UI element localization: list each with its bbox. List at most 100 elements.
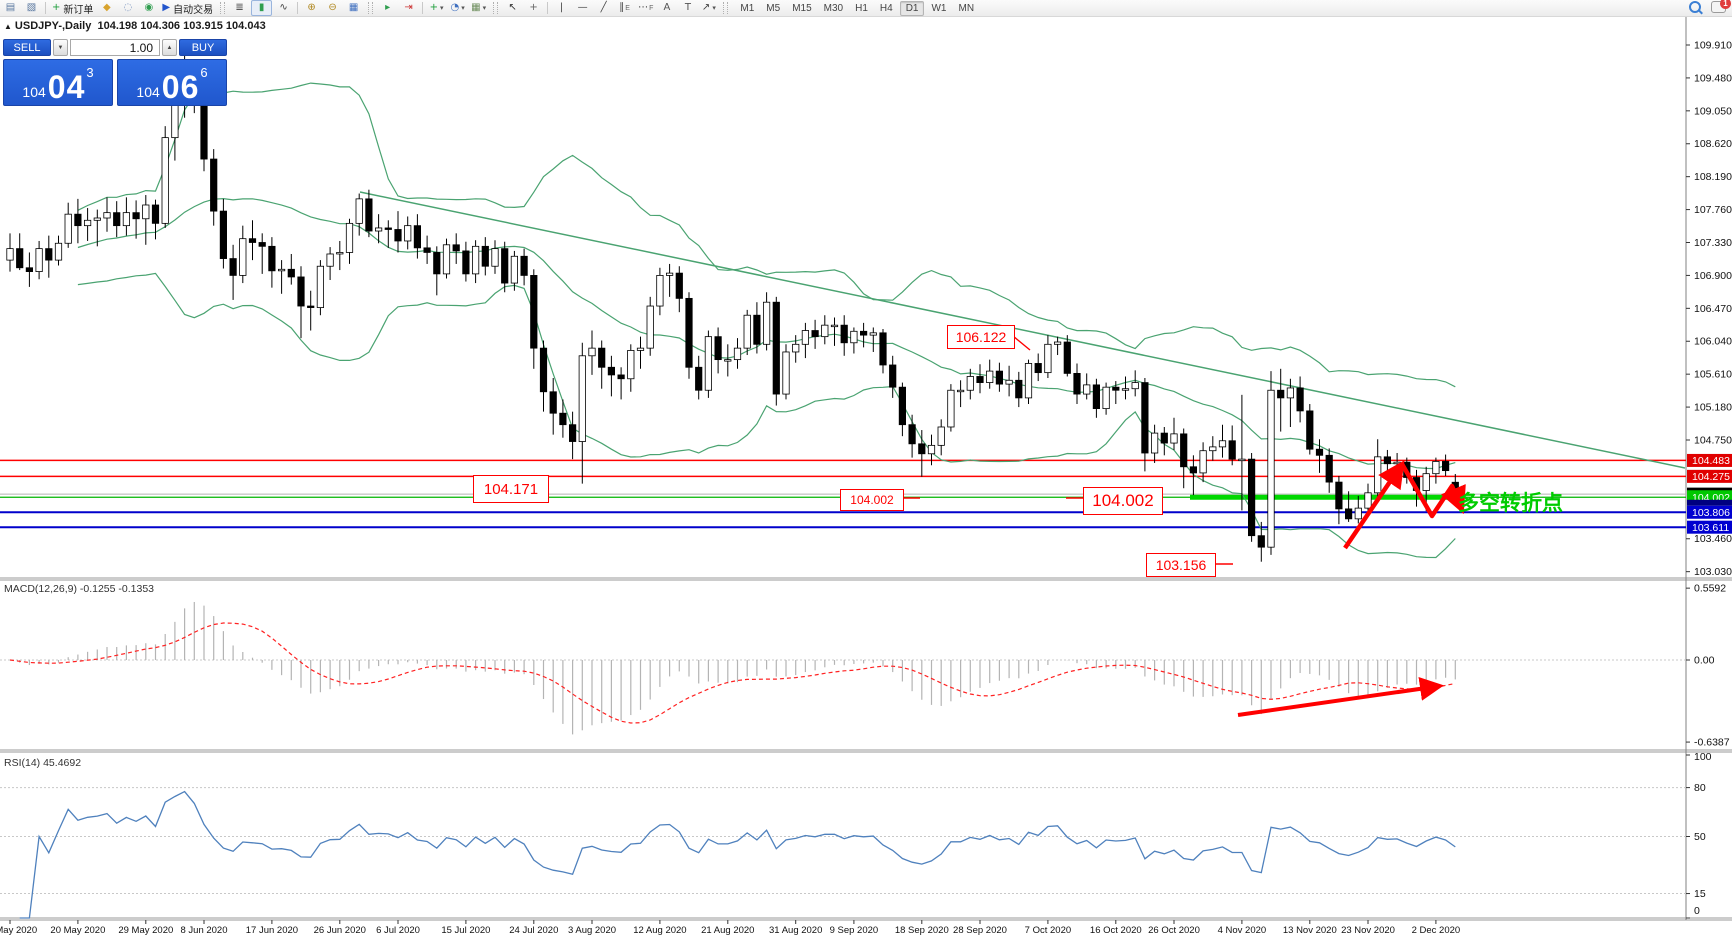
time-axis[interactable]: 11 May 2020 20 May 2020 29 May 2020 8 Jun 2… — [0, 920, 1460, 936]
channel-icon: ∥ — [619, 2, 625, 13]
chevron-down-icon[interactable]: ▾ — [482, 5, 487, 12]
auto-scroll-button[interactable]: ▸ — [378, 1, 397, 15]
channel-button[interactable]: ∥ E — [615, 1, 634, 15]
sell-button[interactable]: SELL — [3, 39, 51, 56]
svg-text:20 May 2020: 20 May 2020 — [50, 925, 105, 936]
price-label-104002-left[interactable]: 104.002 — [840, 489, 904, 511]
price-label-106122[interactable]: 106.122 — [947, 325, 1015, 349]
market-icon[interactable]: ◆ — [97, 1, 116, 15]
search-icon[interactable] — [1689, 1, 1701, 13]
macd-histogram — [19, 601, 1456, 735]
bar-chart-button[interactable]: ≣ — [230, 1, 249, 15]
trend-arrow-annotation[interactable] — [1343, 460, 1466, 550]
timeframe-m30[interactable]: M30 — [823, 2, 844, 14]
chart-preview-icon[interactable]: ▧ — [22, 1, 41, 15]
svg-text:12 Aug 2020: 12 Aug 2020 — [633, 925, 686, 936]
timeframe-m5[interactable]: M5 — [766, 2, 781, 14]
svg-text:21 Aug 2020: 21 Aug 2020 — [701, 925, 754, 936]
volume-down-button[interactable]: ▼ — [53, 39, 68, 56]
svg-text:108.620: 108.620 — [1694, 138, 1732, 150]
buy-price-box[interactable]: 104 06 6 — [117, 59, 227, 106]
svg-text:103.030: 103.030 — [1694, 566, 1732, 578]
cursor-icon: ↖ — [508, 2, 517, 13]
horizontal-line-button[interactable]: — — [573, 1, 592, 15]
svg-text:107.330: 107.330 — [1694, 237, 1732, 249]
volume-up-button[interactable]: ▲ — [162, 39, 177, 56]
pivot-note[interactable]: 多空转折点 — [1458, 491, 1563, 515]
price-label-104171[interactable]: 104.171 — [473, 475, 549, 503]
arrows-button[interactable]: ↗ ▾ — [699, 1, 718, 15]
text-label-button[interactable]: T — [678, 1, 697, 15]
timeframe-m1[interactable]: M1 — [740, 2, 755, 14]
main-toolbar: ▤ ▧ + 新订单 ◆ ◌ ◉ ▶ 自动交易 ≣ ▮ ∿ ⊕ ⊖ ▦ ▸ ⇥ + ▾ ◔ ▾ ▦ ▾ ↖ + | — ╱ ∥ E ⋯ F A T ↗… — [0, 0, 1732, 17]
trendline-button[interactable]: ╱ — [594, 1, 613, 15]
svg-text:103.611: 103.611 — [1692, 522, 1729, 534]
candlestick-chart-button[interactable]: ▮ — [251, 0, 273, 16]
line-chart-button[interactable]: ∿ — [274, 1, 293, 15]
chevron-down-icon[interactable]: ▾ — [461, 5, 465, 12]
chevron-down-icon[interactable]: ▾ — [712, 5, 716, 12]
crosshair-icon: + — [529, 2, 538, 13]
zoom-in-button[interactable]: ⊕ — [302, 1, 321, 15]
collapse-icon[interactable]: ▲ — [4, 22, 12, 31]
timeframe-w1[interactable]: W1 — [931, 2, 947, 14]
thick-support-line[interactable] — [1190, 494, 1457, 500]
price-label-103156[interactable]: 103.156 — [1146, 553, 1216, 577]
timeframe-h1[interactable]: H1 — [855, 2, 868, 14]
macd-trend-arrow[interactable] — [1237, 676, 1444, 717]
toolbar-separator — [45, 2, 46, 14]
vertical-line-button[interactable]: | — [552, 1, 571, 15]
signals-icon[interactable]: ◉ — [139, 1, 158, 15]
svg-text:9 Sep 2020: 9 Sep 2020 — [830, 925, 879, 936]
fibonacci-button[interactable]: ⋯ F — [636, 1, 655, 15]
periods-icon: ◔ — [450, 2, 460, 13]
svg-text:16 Oct 2020: 16 Oct 2020 — [1090, 925, 1142, 936]
svg-text:104.275: 104.275 — [1692, 471, 1730, 483]
volume-input[interactable]: 1.00 — [70, 39, 160, 56]
descending-trendline[interactable] — [359, 191, 1686, 469]
new-order-button[interactable]: + 新订单 — [50, 1, 95, 16]
svg-text:6 Jul 2020: 6 Jul 2020 — [376, 925, 420, 936]
svg-text:105.610: 105.610 — [1694, 369, 1732, 381]
chevron-down-icon[interactable]: ▾ — [440, 5, 444, 12]
sell-price-box[interactable]: 104 04 3 — [3, 59, 113, 106]
svg-text:105.180: 105.180 — [1694, 402, 1732, 414]
periods-button[interactable]: ◔ ▾ — [448, 1, 467, 15]
timeframe-d1[interactable]: D1 — [899, 0, 925, 16]
toolbar-separator — [723, 2, 729, 14]
ohlc-values: 104.198 104.306 103.915 104.043 — [97, 20, 266, 32]
crosshair-button[interactable]: + — [524, 1, 543, 15]
templates-button[interactable]: ▦ ▾ — [469, 1, 488, 15]
svg-text:109.480: 109.480 — [1694, 72, 1732, 84]
timeframe-m15[interactable]: M15 — [792, 2, 812, 14]
autotrading-button[interactable]: ▶ 自动交易 — [160, 1, 215, 16]
vps-cloud-icon[interactable]: ◌ — [118, 1, 137, 15]
buy-button[interactable]: BUY — [179, 39, 227, 56]
tile-windows-icon: ▦ — [348, 2, 359, 13]
svg-text:80: 80 — [1694, 782, 1706, 794]
price-axis[interactable]: 109.910 109.480 109.050 108.620 108.190 107.7… — [1686, 40, 1732, 579]
timeframe-mn[interactable]: MN — [958, 2, 975, 14]
svg-text:0.00: 0.00 — [1694, 655, 1715, 667]
timeframe-h4[interactable]: H4 — [879, 2, 893, 14]
chart-shift-button[interactable]: ⇥ — [399, 1, 418, 15]
price-label-104002-right[interactable]: 104.002 — [1083, 487, 1163, 515]
signals-icon-icon: ◉ — [144, 2, 154, 13]
candlesticks — [6, 49, 1459, 562]
zoom-out-button[interactable]: ⊖ — [323, 1, 342, 15]
svg-text:106.470: 106.470 — [1694, 303, 1732, 315]
autotrading-icon: ▶ — [162, 2, 171, 13]
vertical-line-icon: | — [559, 2, 564, 13]
indicators-button[interactable]: + ▾ — [427, 1, 446, 15]
text-button[interactable]: A — [657, 1, 676, 15]
tile-windows-button[interactable]: ▦ — [344, 1, 363, 15]
new-chart-window-icon[interactable]: ▤ — [1, 1, 20, 15]
svg-text:11 May 2020: 11 May 2020 — [0, 925, 37, 936]
macd-signal-line — [9, 622, 1456, 724]
cursor-button[interactable]: ↖ — [503, 1, 522, 15]
sell-price-pip: 3 — [86, 65, 94, 80]
svg-text:29 May 2020: 29 May 2020 — [118, 925, 173, 936]
notifications-icon[interactable]: 1 — [1711, 0, 1731, 13]
